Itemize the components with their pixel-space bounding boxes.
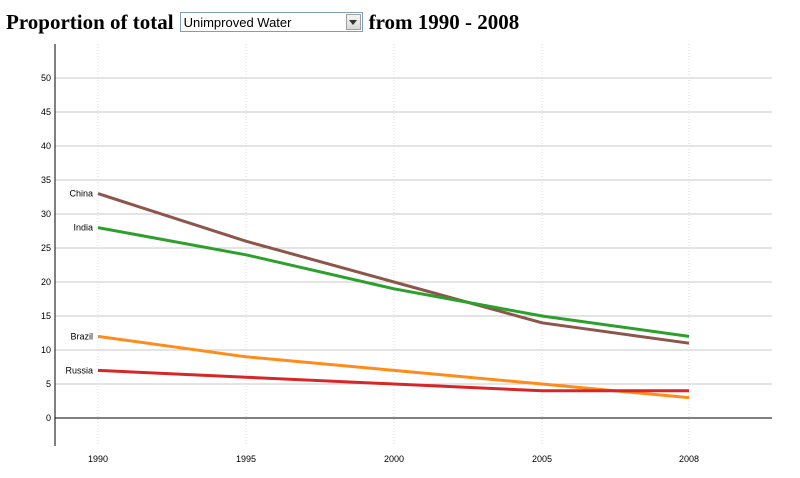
x-tick-label: 2008 <box>679 454 699 464</box>
indicator-select-value: Unimproved Water <box>183 14 292 30</box>
y-gridlines <box>55 77 772 385</box>
chevron-down-icon[interactable] <box>345 14 361 30</box>
y-tick-label: 50 <box>41 73 51 83</box>
header-prefix: Proportion of total <box>6 9 174 34</box>
series-label-brazil: Brazil <box>70 331 93 341</box>
x-tick-label: 1990 <box>88 454 108 464</box>
x-tick-label: 2000 <box>384 454 404 464</box>
y-tick-label: 30 <box>41 209 51 219</box>
series-line-india <box>97 226 690 338</box>
chart-header: Proportion of total Unimproved Water fro… <box>6 6 519 38</box>
y-tick-label: 45 <box>41 107 51 117</box>
series-label-india: India <box>73 223 93 233</box>
y-tick-label: 15 <box>41 311 51 321</box>
y-tick-label: 10 <box>41 345 51 355</box>
series-label-china: China <box>69 189 93 199</box>
series-line-russia <box>97 368 689 393</box>
series-labels: China India Brazil Russia <box>65 189 93 376</box>
axes <box>54 44 772 446</box>
y-tick-label: 5 <box>46 379 51 389</box>
y-tick-labels: 0 5 10 15 20 25 30 35 40 45 50 <box>41 73 51 423</box>
x-tick-labels: 1990 1995 2000 2005 2008 <box>88 454 699 464</box>
y-tick-label: 35 <box>41 175 51 185</box>
y-tick-label: 0 <box>46 413 51 423</box>
x-gridlines <box>97 44 690 446</box>
series-line-brazil <box>97 334 690 400</box>
y-tick-label: 25 <box>41 243 51 253</box>
header-suffix: from 1990 - 2008 <box>368 9 520 34</box>
series-line-china <box>97 192 690 345</box>
y-tick-label: 40 <box>41 141 51 151</box>
x-tick-label: 1995 <box>236 454 256 464</box>
indicator-select[interactable]: Unimproved Water <box>179 12 363 32</box>
x-tick-label: 2005 <box>532 454 552 464</box>
series-lines <box>97 192 690 400</box>
y-tick-label: 20 <box>41 277 51 287</box>
series-label-russia: Russia <box>65 365 93 375</box>
